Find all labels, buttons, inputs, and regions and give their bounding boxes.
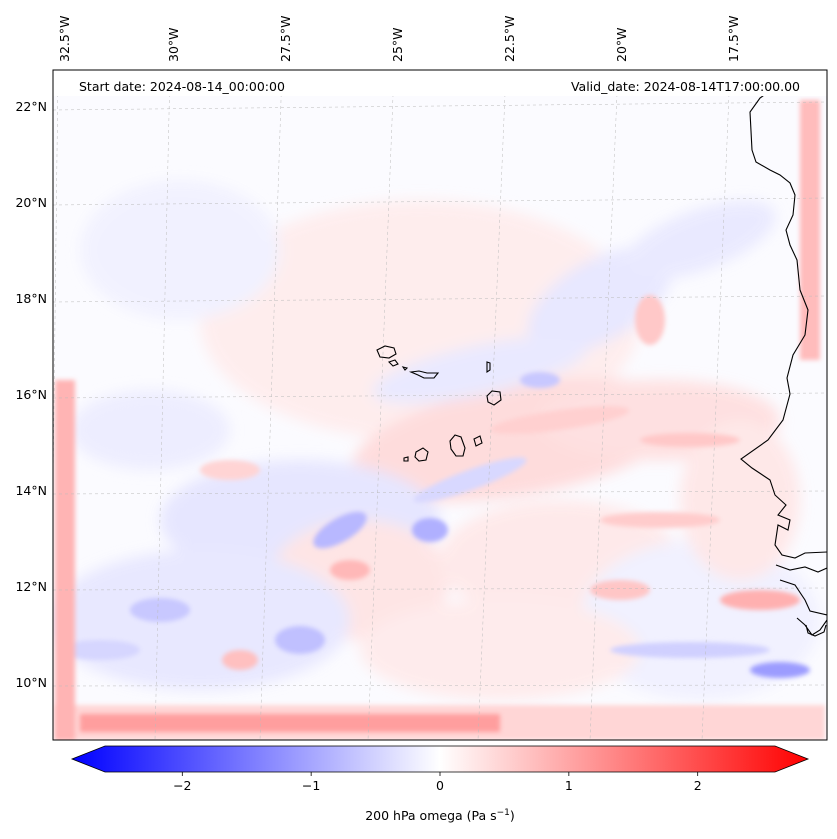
lon-label-32-5w: 32.5°W [57,16,72,62]
start-date-label: Start date: 2024-08-14_00:00:00 [79,79,285,94]
island-sao-nicolau [408,370,440,379]
lat-label-12n: 12°N [15,579,47,594]
omega-field [53,100,825,740]
island-brava [403,456,409,462]
island-boa-vista [486,390,502,406]
lat-label-16n: 16°N [15,387,47,402]
colorbar-label-close: ) [510,808,515,823]
header-strip [53,70,827,96]
lon-label-25w: 25°W [390,27,405,62]
colorbar-bar [70,745,810,773]
island-maio [473,435,483,447]
colorbar-tick-label: 2 [694,778,702,793]
colorbar-tick-label: −1 [302,778,320,793]
colorbar-tick-label: 1 [565,778,573,793]
colorbar-label-exponent: −1 [497,808,510,818]
lon-label-17-5w: 17.5°W [726,16,741,62]
colorbar-tick-label: 0 [436,778,444,793]
lon-label-22-5w: 22.5°W [502,16,517,62]
map-frame [52,69,828,741]
lon-label-27-5w: 27.5°W [278,16,293,62]
island-santa-luzia [401,366,409,371]
lat-label-10n: 10°N [15,675,47,690]
longitude-labels: 32.5°W 30°W 27.5°W 25°W 22.5°W 20°W 17.5… [57,16,741,62]
valid-date-label: Valid_date: 2024-08-14T17:00:00.00 [571,79,800,94]
lat-label-14n: 14°N [15,483,47,498]
lat-label-22n: 22°N [15,99,47,114]
colorbar-tick-label: −2 [173,778,191,793]
lon-label-30w: 30°W [166,27,181,62]
lat-label-18n: 18°N [15,291,47,306]
colorbar-label-text: 200 hPa omega (Pa s [365,808,496,823]
island-santo-antao [376,345,397,359]
lat-label-20n: 20°N [15,195,47,210]
island-fogo [414,447,429,462]
map-panel: Start date: 2024-08-14_00:00:00 Valid_da… [52,69,828,741]
african-coast [740,70,827,637]
island-sao-vicente [387,359,399,367]
island-sal [486,361,491,374]
colorbar-ticks: −2 −1 0 1 2 [173,772,702,793]
colorbar: −2 −1 0 1 2 200 hPa omega (Pa s−1) [70,745,810,823]
colorbar-label: 200 hPa omega (Pa s−1) [365,808,515,823]
latitude-labels: 22°N 20°N 18°N 16°N 14°N 12°N 10°N [15,99,47,690]
island-santiago [449,434,466,457]
lon-label-20w: 20°W [614,27,629,62]
coastlines [376,70,827,637]
graticule [53,70,827,740]
